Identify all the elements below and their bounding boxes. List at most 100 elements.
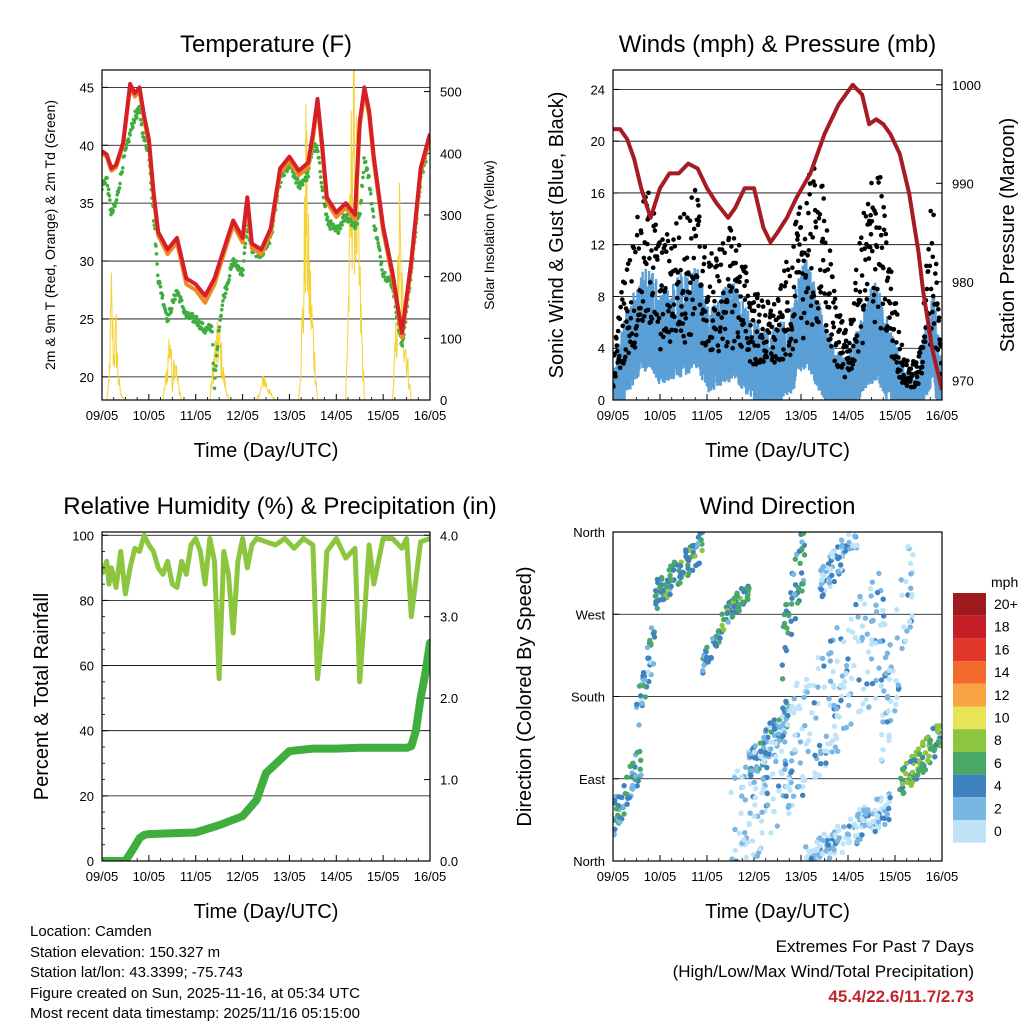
direction-point — [653, 598, 659, 605]
gust-point — [730, 309, 735, 315]
direction-point — [782, 766, 788, 773]
direction-point — [910, 552, 916, 558]
x-tick-label: 10/05 — [644, 869, 677, 884]
direction-point — [826, 651, 832, 657]
gust-point — [775, 328, 780, 333]
direction-point — [809, 848, 815, 854]
gust-point — [926, 247, 931, 252]
direction-point — [907, 624, 913, 630]
gust-point — [889, 269, 894, 275]
dewpoint-point — [213, 368, 218, 373]
gust-point — [862, 303, 867, 308]
dewpoint-point — [382, 274, 387, 279]
gust-point — [627, 258, 633, 263]
gust-point — [667, 258, 672, 264]
gust-point — [876, 180, 881, 185]
direction-point — [812, 770, 818, 776]
direction-point — [845, 656, 851, 662]
direction-point — [779, 748, 785, 754]
gust-point — [780, 314, 785, 320]
gust-point — [628, 300, 634, 305]
direction-point — [768, 830, 774, 836]
direction-points-group — [613, 523, 942, 871]
gust-point — [864, 281, 870, 287]
y2-tick-label: 0.0 — [440, 854, 458, 869]
gust-point — [708, 263, 714, 268]
direction-point — [786, 810, 792, 817]
gust-point — [804, 200, 809, 206]
direction-point — [831, 847, 837, 853]
gust-point — [852, 358, 857, 363]
direction-point — [792, 556, 798, 562]
direction-point — [820, 563, 827, 570]
direction-point — [801, 552, 808, 558]
direction-point — [626, 794, 633, 801]
direction-point — [818, 586, 824, 593]
gust-point — [857, 289, 863, 295]
legend-swatch — [953, 638, 986, 662]
y2-tick-label: 200 — [440, 270, 462, 285]
dewpoint-point — [113, 204, 117, 208]
dewpoint-point — [241, 259, 246, 263]
direction-point — [781, 611, 787, 618]
direction-point — [885, 708, 891, 714]
gust-point — [867, 244, 873, 250]
direction-point — [644, 644, 651, 651]
gust-point — [752, 308, 757, 314]
direction-point — [876, 570, 882, 577]
dewpoint-point — [120, 170, 124, 174]
direction-point — [782, 761, 789, 767]
dewpoint-point — [212, 386, 217, 391]
gust-point — [743, 270, 749, 276]
gust-point — [938, 360, 942, 366]
dewpoint-point — [383, 270, 387, 275]
total-precipitation-line — [102, 638, 430, 861]
gust-point — [729, 285, 735, 290]
direction-point — [852, 634, 858, 641]
direction-point — [887, 642, 893, 648]
direction-point — [852, 533, 858, 539]
direction-point — [660, 588, 667, 594]
gust-point — [614, 336, 619, 341]
gust-point — [815, 306, 821, 311]
direction-point — [764, 764, 770, 771]
gust-point — [716, 311, 721, 317]
direction-point — [812, 775, 818, 781]
gust-point — [721, 290, 726, 296]
direction-point — [925, 757, 931, 764]
gust-point — [814, 300, 820, 305]
direction-point — [841, 679, 848, 685]
direction-point — [770, 771, 776, 777]
gust-point — [821, 196, 826, 201]
gust-point — [678, 267, 683, 273]
direction-point — [879, 732, 885, 738]
gust-point — [920, 359, 925, 365]
gust-point — [750, 318, 756, 323]
gust-point — [930, 293, 936, 299]
gust-point — [671, 237, 676, 242]
gust-point — [658, 347, 663, 352]
direction-point — [852, 523, 857, 528]
gust-point — [744, 336, 750, 341]
direction-point — [613, 831, 617, 837]
direction-point — [815, 684, 821, 690]
gust-point — [620, 323, 625, 329]
direction-point — [771, 717, 777, 723]
dewpoint-point — [214, 364, 218, 368]
direction-point — [630, 760, 636, 766]
gust-point — [845, 355, 851, 361]
gust-point — [860, 340, 865, 346]
direction-point — [886, 676, 892, 682]
direction-point — [734, 768, 741, 774]
dewpoint-point — [306, 174, 311, 179]
gust-point — [629, 279, 634, 284]
y-tick-label: North — [573, 525, 605, 540]
gust-point — [934, 280, 939, 286]
direction-point — [868, 641, 875, 648]
gust-point — [746, 347, 752, 352]
dewpoint-point — [211, 361, 216, 366]
temperature-series-group — [102, 70, 430, 400]
direction-point — [731, 866, 736, 871]
created-text: Figure created on Sun, 2025-11-16, at 05… — [30, 984, 360, 1002]
direction-point — [864, 681, 870, 687]
